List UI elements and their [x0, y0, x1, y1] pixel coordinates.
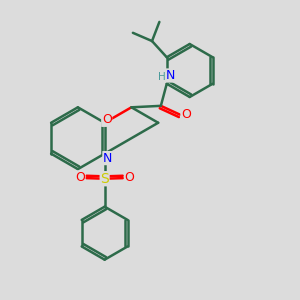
Text: O: O [181, 108, 191, 121]
Text: H: H [158, 72, 165, 82]
Text: O: O [124, 171, 134, 184]
Text: O: O [102, 113, 112, 126]
Text: N: N [166, 69, 175, 82]
Text: O: O [75, 171, 85, 184]
Text: N: N [103, 152, 112, 165]
Text: S: S [100, 172, 109, 186]
